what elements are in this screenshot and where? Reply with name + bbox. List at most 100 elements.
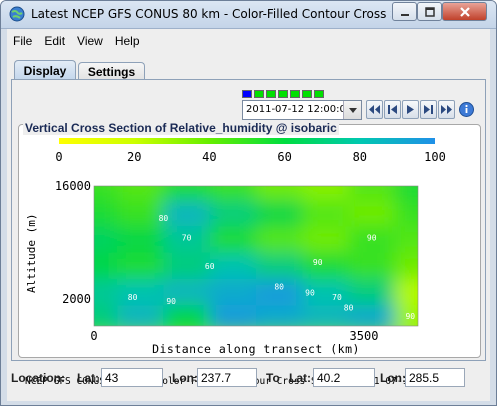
heatmap-cell (209, 186, 257, 201)
lat2-field[interactable]: 40.2 (313, 368, 375, 387)
heatmap-cell (302, 277, 350, 306)
chevron-down-icon[interactable] (343, 101, 361, 119)
x-axis-label: Distance along transect (km) (152, 342, 360, 356)
skip-last-icon[interactable] (438, 100, 455, 119)
tab-settings[interactable]: Settings (78, 62, 145, 80)
colorbar-tick-label: 100 (424, 150, 446, 164)
heatmap-cell (302, 251, 350, 279)
heatmap-cell (256, 225, 304, 253)
maximize-icon[interactable] (417, 2, 442, 21)
y-axis-label: Altitude (m) (25, 214, 38, 293)
colorbar-tick-label: 40 (202, 150, 216, 164)
lat2-label: Lat: (289, 371, 311, 385)
rh-field (94, 186, 418, 326)
play-icon[interactable] (402, 100, 419, 119)
contour-label: 90 (313, 258, 323, 267)
heatmap-cell (209, 225, 257, 253)
time-step-indicator[interactable] (242, 90, 252, 98)
colorbar (59, 138, 435, 144)
step-back-icon[interactable] (384, 100, 401, 119)
time-step-indicator[interactable] (254, 90, 264, 98)
heatmap-cell (117, 251, 165, 279)
window-title: Latest NCEP GFS CONUS 80 km - Color-Fill… (31, 7, 391, 21)
contour-label: 90 (166, 297, 176, 306)
lon-label: Lon: (172, 371, 198, 385)
heatmap-cell (209, 199, 257, 227)
heatmap-cell (348, 186, 396, 201)
heatmap-cell (163, 225, 211, 253)
step-forward-icon[interactable] (420, 100, 437, 119)
heatmap-cell (256, 199, 304, 227)
heatmap-cell (94, 186, 119, 201)
time-step-indicator[interactable] (302, 90, 312, 98)
heatmap-cell (163, 304, 211, 326)
heatmap-cell (394, 277, 418, 306)
heatmap-cell (163, 199, 211, 227)
heatmap-cell (348, 251, 396, 279)
info-icon[interactable] (458, 100, 475, 119)
heatmap-cell (163, 251, 211, 279)
minimize-icon[interactable] (392, 2, 417, 21)
heatmap-cell (394, 251, 418, 279)
heatmap-cell (94, 251, 119, 279)
contour-label: 80 (274, 282, 284, 291)
time-step-indicator[interactable] (314, 90, 324, 98)
lat-label: Lat: (77, 371, 99, 385)
menu-help[interactable]: Help (114, 34, 140, 48)
heatmap-cell (94, 277, 119, 306)
heatmap-cell (256, 304, 304, 326)
title-bar[interactable]: Latest NCEP GFS CONUS 80 km - Color-Fill… (1, 1, 496, 29)
lat-field[interactable]: 43 (101, 368, 163, 387)
lon2-field[interactable]: 285.5 (405, 368, 465, 387)
time-select[interactable]: 2011-07-12 12:00:00Z (242, 100, 362, 120)
skip-first-icon[interactable] (366, 100, 383, 119)
contour-label: 90 (305, 288, 315, 297)
contour-label: 80 (159, 214, 169, 223)
lon-field[interactable]: 237.7 (197, 368, 257, 387)
menu-edit[interactable]: Edit (44, 34, 66, 48)
menu-file[interactable]: File (13, 34, 33, 48)
heatmap-cell (117, 199, 165, 227)
heatmap-cell (394, 225, 418, 253)
tab-display[interactable]: Display (14, 60, 76, 80)
content-area: File Edit View Help Display Settings 201… (7, 29, 490, 401)
location-label: Location: (11, 371, 65, 385)
heatmap-cell (117, 225, 165, 253)
plot-title: Vertical Cross Section of Relative_humid… (23, 121, 339, 135)
contour-label: 90 (405, 312, 415, 321)
time-step-indicators (242, 90, 324, 98)
close-icon[interactable] (442, 2, 487, 21)
display-panel: 2011-07-12 12:00:00Z (11, 79, 486, 387)
colorbar-ticks: 0 20 40 60 80 100 (55, 150, 445, 164)
heatmap-cell (256, 277, 304, 306)
heatmap-cell (117, 304, 165, 326)
heatmap-cell (302, 225, 350, 253)
time-step-indicator[interactable] (266, 90, 276, 98)
time-step-indicator[interactable] (290, 90, 300, 98)
heatmap-cell (302, 199, 350, 227)
heatmap-cell (163, 186, 211, 201)
x-tick-label: 0 (90, 329, 97, 343)
contour-label: 70 (332, 293, 342, 302)
contour-label: 70 (182, 233, 192, 242)
globe-icon (9, 6, 25, 22)
time-step-indicator[interactable] (278, 90, 288, 98)
heatmap-cell (94, 199, 119, 227)
heatmap-cell (348, 304, 396, 326)
colorbar-tick-label: 0 (55, 150, 62, 164)
to-label: To (266, 371, 280, 385)
heatmap-cell (348, 199, 396, 227)
menu-view[interactable]: View (77, 34, 103, 48)
colorbar-tick-label: 80 (353, 150, 367, 164)
heatmap-cell (94, 304, 119, 326)
colorbar-tick-label: 60 (277, 150, 291, 164)
heatmap-cell (209, 304, 257, 326)
cross-section-plot[interactable]: Vertical Cross Section of Relative_humid… (18, 121, 481, 358)
heatmap-cell (394, 186, 418, 201)
heatmap-cell (117, 186, 165, 201)
contour-label: 80 (344, 303, 354, 312)
contour-label: 80 (128, 293, 138, 302)
colorbar-tick-label: 20 (127, 150, 141, 164)
